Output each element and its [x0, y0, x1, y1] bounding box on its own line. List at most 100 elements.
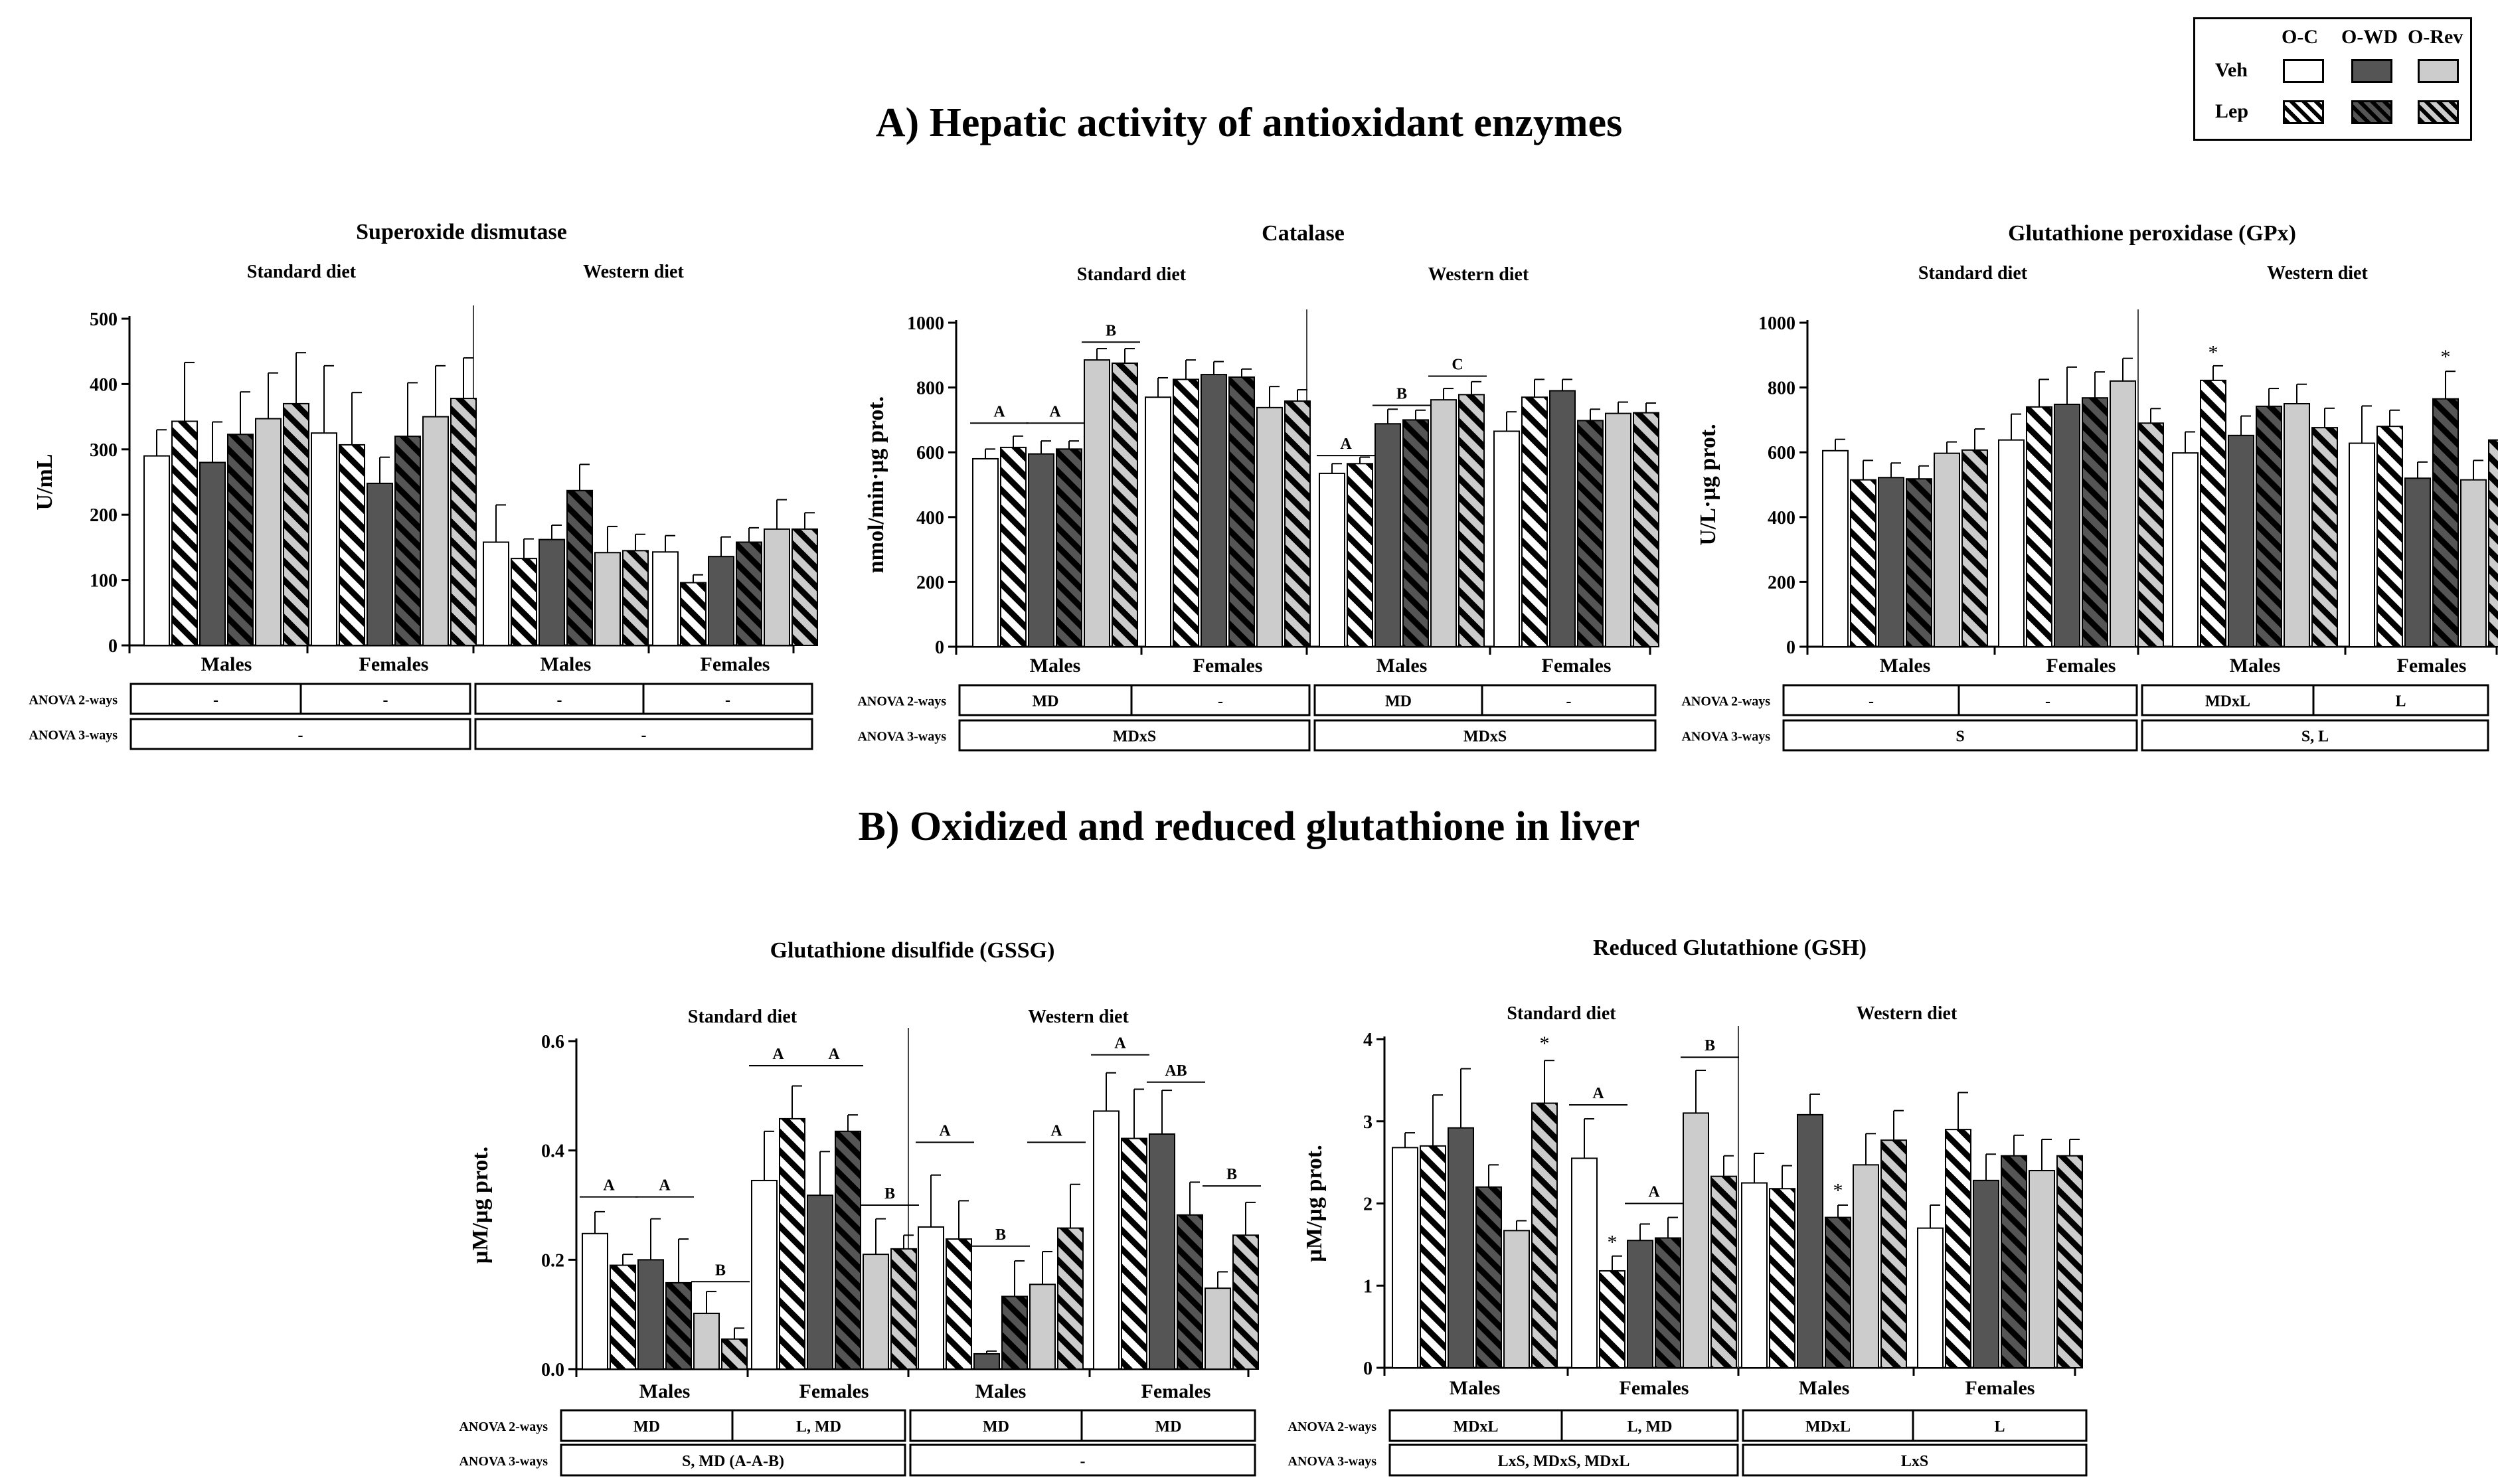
significance-letter: A	[1114, 1035, 1126, 1052]
bar	[1228, 376, 1255, 647]
chart-panel-1: Superoxide dismutase Standard diet Western…	[29, 220, 818, 750]
bar	[708, 556, 734, 647]
bar	[1205, 1287, 1231, 1370]
diet-label: Standard diet	[247, 262, 357, 282]
anova-2way-value: -	[725, 692, 730, 709]
anova-2way-cell	[2312, 684, 2489, 716]
bar	[143, 455, 170, 646]
bar	[171, 420, 198, 646]
y-tick-label: 500	[90, 309, 118, 330]
bar	[1850, 479, 1876, 647]
bar	[2001, 1155, 2027, 1368]
bar	[1284, 400, 1311, 647]
bar	[764, 528, 790, 647]
group-label: Females	[359, 653, 429, 675]
anova-3way-label: ANOVA 3-ways	[29, 728, 118, 743]
y-tick-label: 800	[1768, 378, 1795, 399]
group-label: Females	[701, 653, 770, 675]
group-label: Males	[975, 1380, 1027, 1402]
anova-2way-cell	[2141, 684, 2315, 716]
bar	[283, 402, 309, 646]
anova-3way-value: MDxS	[1463, 728, 1507, 746]
diet-label: Standard diet	[1077, 264, 1187, 285]
y-tick-label: 600	[916, 443, 944, 463]
anova-2way-value: -	[557, 692, 562, 709]
bar	[1201, 374, 1227, 648]
anova-3way-value: S	[1956, 728, 1964, 746]
bar	[1655, 1237, 1681, 1368]
bar	[2172, 452, 2199, 648]
anova-2way-cell	[299, 683, 471, 715]
bar	[1797, 1113, 1823, 1368]
anova-2way-value: MD	[1155, 1418, 1182, 1436]
bar	[1880, 1139, 1907, 1369]
anova-3way-value: S, L	[2301, 728, 2329, 746]
chart-panel-3: Glutathione peroxidase (GPx) Standard die…	[1681, 221, 2498, 752]
bar	[1319, 472, 1345, 647]
bar	[610, 1264, 636, 1370]
bar	[973, 1353, 1000, 1370]
anova-2way-value: -	[383, 692, 388, 709]
bar	[1112, 363, 1138, 647]
bar	[680, 582, 707, 647]
anova-2way-value: -	[1566, 693, 1572, 710]
bar	[1493, 430, 1520, 647]
bar	[1084, 359, 1110, 647]
significance-letter: C	[1452, 357, 1463, 374]
significance-letter: A	[939, 1122, 951, 1139]
bar	[511, 558, 537, 646]
chart-title: Catalase	[1262, 221, 1345, 246]
anova-2way-label: ANOVA 2-ways	[459, 1420, 548, 1434]
bar	[566, 489, 593, 646]
bar	[339, 444, 365, 646]
significance-letter: A	[1340, 436, 1352, 453]
significance-letter: B	[884, 1185, 895, 1202]
anova-2way-value: MD	[1033, 693, 1059, 710]
bar	[1430, 399, 1457, 647]
anova-2way-label: ANOVA 2-ways	[29, 693, 118, 708]
bar	[1420, 1145, 1446, 1368]
bar	[1825, 1216, 1851, 1368]
bar	[2376, 426, 2403, 647]
bar	[1741, 1182, 1768, 1368]
anova-2way-cell	[1080, 1409, 1256, 1442]
significance-star: *	[2441, 346, 2451, 368]
anova-2way-value: MDxL	[2205, 693, 2250, 710]
anova-2way-value: L	[2395, 693, 2406, 710]
bar	[807, 1195, 833, 1370]
legend: O-C O-WD O-Rev Veh Lep	[2193, 17, 2472, 141]
bar	[1577, 420, 1604, 647]
bar	[2056, 1155, 2083, 1368]
anova-2way-value: -	[213, 692, 218, 709]
anova-3way-label: ANOVA 3-ways	[1681, 730, 1770, 744]
anova-2way-cell	[1560, 1409, 1739, 1442]
charts-layer: Superoxide dismutase Standard diet Western…	[29, 220, 2498, 1477]
anova-2way-value: MDxL	[1454, 1418, 1499, 1436]
diet-label: Western diet	[1857, 1003, 1957, 1024]
y-tick-label: 400	[916, 508, 944, 529]
group-label: Males	[1030, 655, 1081, 677]
y-tick-label: 200	[1768, 572, 1795, 593]
legend-row-veh: Veh	[2215, 59, 2248, 81]
chart-panel-4: Glutathione disulfide (GSSG) Standard die…	[459, 938, 1261, 1477]
bar	[1448, 1127, 1474, 1369]
bar	[2026, 406, 2052, 647]
bar	[665, 1281, 692, 1370]
group-label: Males	[201, 653, 252, 675]
bar	[1853, 1164, 1879, 1369]
anova-2way-cell	[1481, 684, 1657, 716]
bar	[1093, 1110, 1120, 1370]
section-a-title: A) Hepatic activity of antioxidant enzym…	[875, 100, 1623, 145]
bar	[1173, 378, 1199, 648]
group-label: Males	[1880, 655, 1931, 677]
anova-2way-label: ANOVA 2-ways	[857, 695, 946, 709]
bar	[1934, 452, 1960, 647]
legend-swatch-owd-lep	[2351, 100, 2392, 124]
bar	[1822, 450, 1849, 647]
bar	[1374, 423, 1401, 647]
group-label: Males	[1376, 655, 1428, 677]
y-tick-label: 200	[90, 505, 118, 526]
chart-title: Superoxide dismutase	[356, 220, 567, 244]
anova-2way-cell	[1957, 684, 2138, 716]
significance-letter: A	[603, 1177, 615, 1195]
